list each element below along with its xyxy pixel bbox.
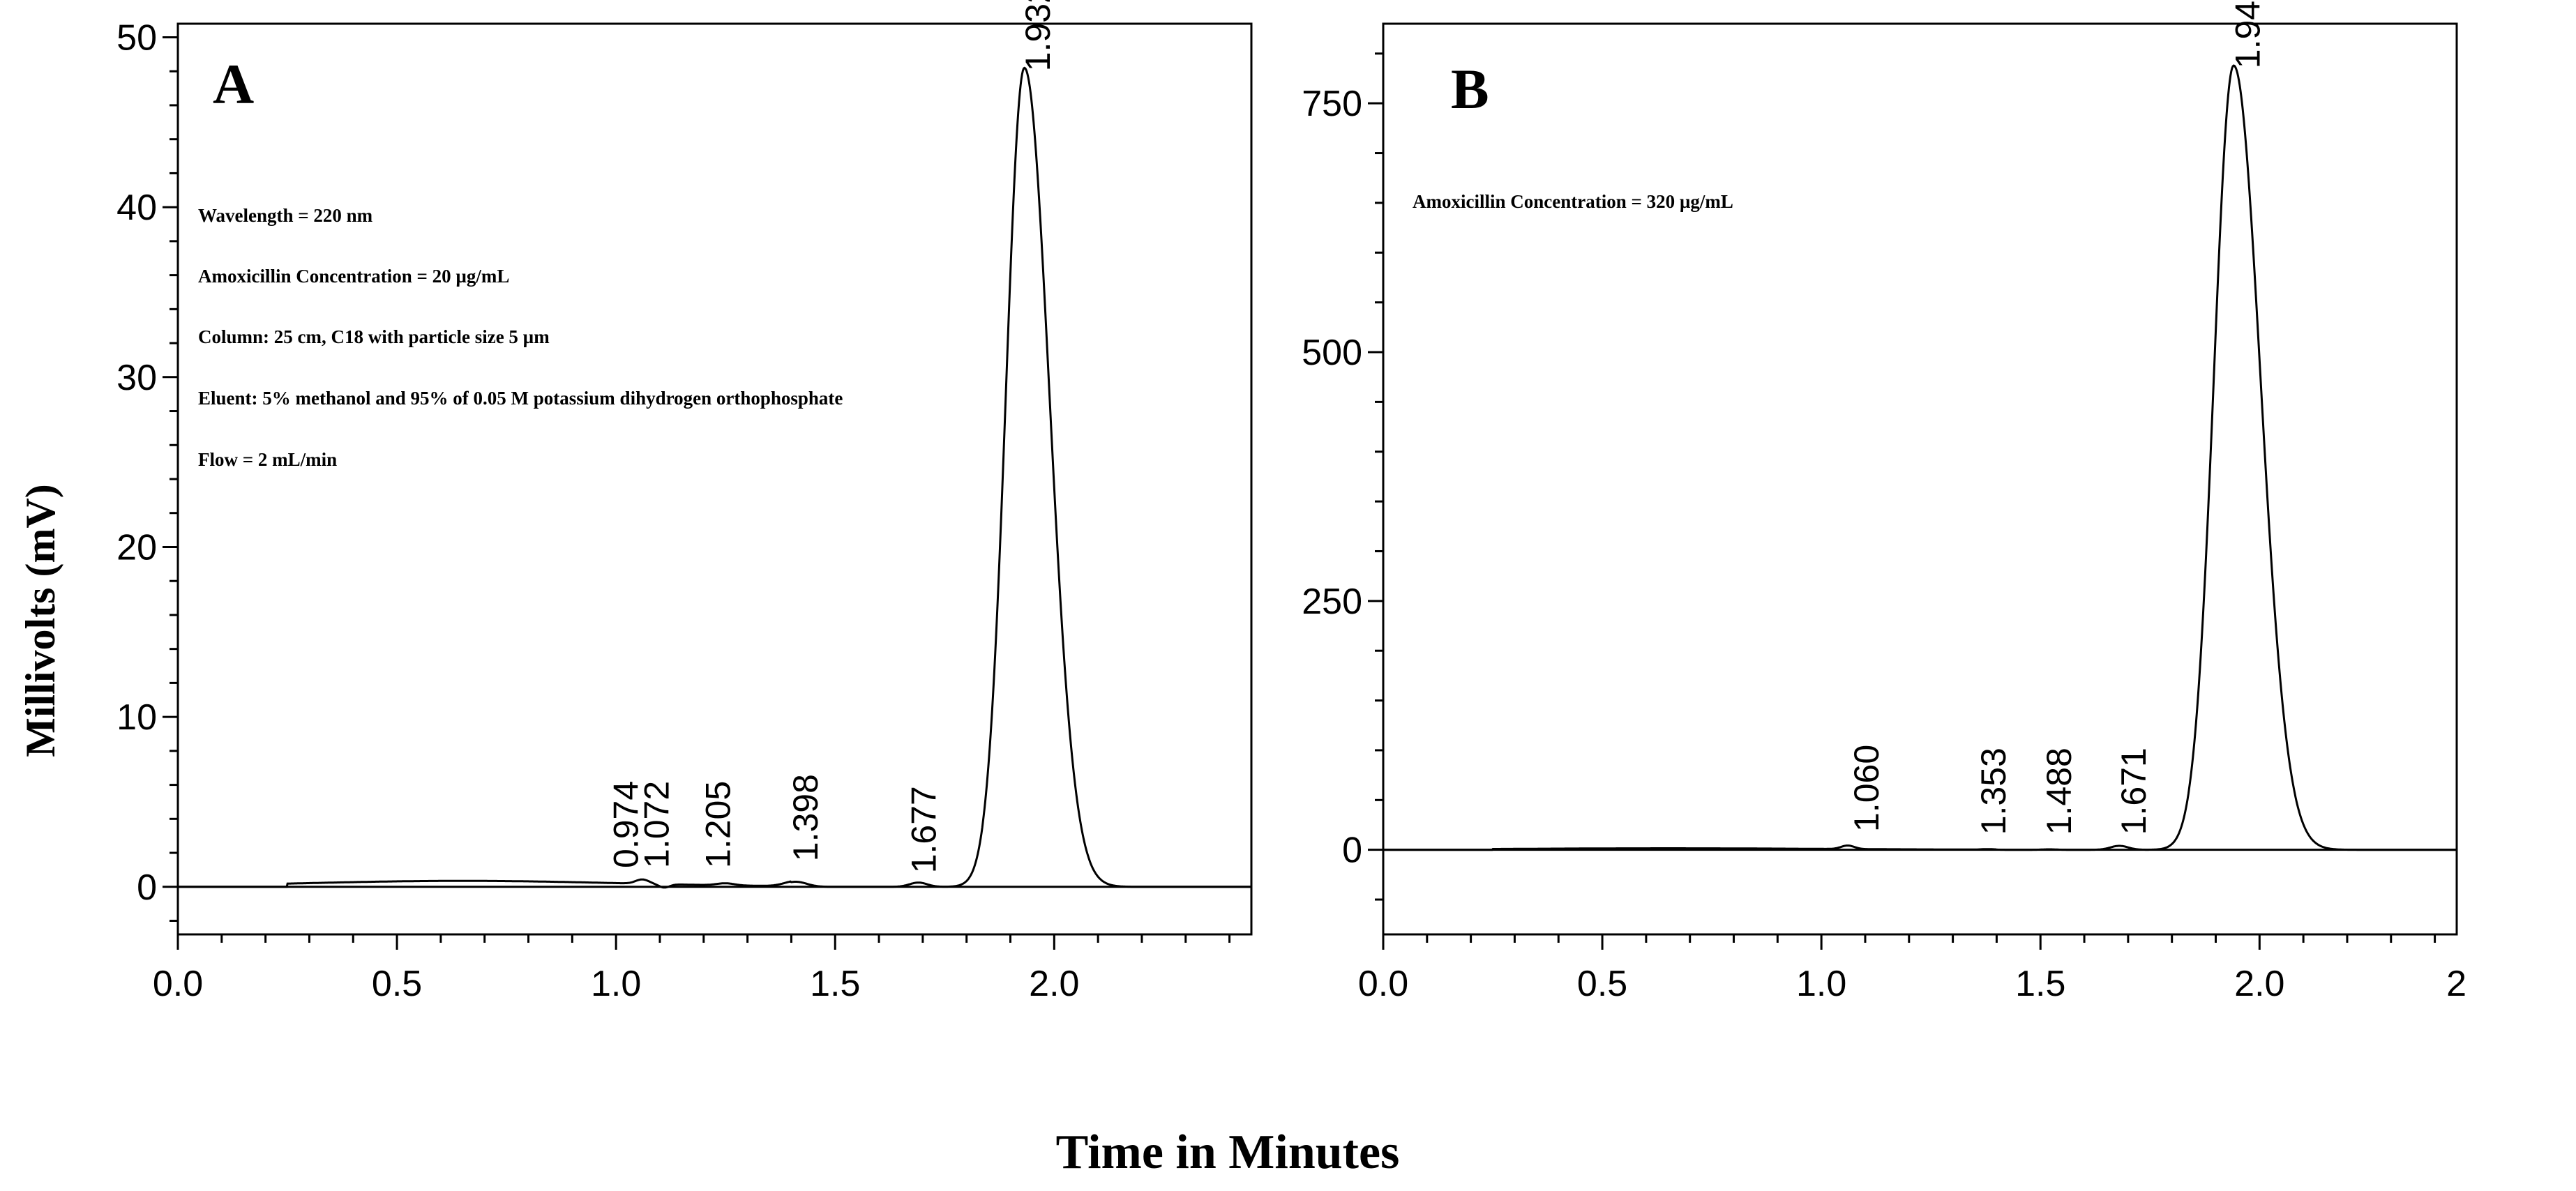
panel-b-chart: 0.0 0.5 1.0 1.5 2.0 2 0 250 500 750 1.060 1.353 1.4… [1302, 0, 2466, 1004]
panel-b-plot-frame [1382, 22, 2458, 936]
x-tick-label: 2 [2446, 964, 2466, 1004]
y-tick-label: 0 [1342, 830, 1362, 871]
y-tick-label: 30 [116, 358, 157, 398]
panel-b-annotations: Amoxicillin Concentration = 320 µg/mL [1413, 191, 1733, 212]
x-tick-label: 0.0 [1358, 964, 1408, 1004]
peak-retention-label: 1.353 [1974, 748, 2013, 835]
x-tick-label: 0.5 [1577, 964, 1627, 1004]
peak-retention-label: 1.941 [2228, 0, 2267, 68]
y-tick-label: 50 [116, 17, 157, 58]
panel-a-chromatogram-trace [178, 66, 1251, 889]
x-tick-label: 0.0 [153, 964, 203, 1004]
x-tick-label: 0.5 [372, 964, 422, 1004]
peak-retention-label: 1.072 [638, 781, 677, 868]
panel-b-letter: B [1451, 57, 1489, 121]
annotation-flow: Flow = 2 mL/min [198, 449, 337, 470]
panel-b-chromatogram-trace [1383, 64, 2457, 851]
x-tick-label: 2.0 [1029, 964, 1079, 1004]
annotation-eluent: Eluent: 5% methanol and 95% of 0.05 M po… [198, 388, 843, 409]
peak-retention-label: 1.205 [699, 781, 738, 868]
panel-b-ticks: 0.0 0.5 1.0 1.5 2.0 2 0 250 500 750 [1302, 52, 2466, 1004]
x-axis-title: Time in Minutes [1056, 1125, 1400, 1179]
peak-retention-label: 1.677 [905, 786, 944, 873]
x-tick-label: 1.5 [2015, 964, 2065, 1004]
panel-b-peak-labels: 1.060 1.353 1.488 1.671 1.941 [1847, 0, 2268, 835]
y-tick-label: 250 [1302, 582, 1362, 622]
x-tick-label: 1.5 [810, 964, 860, 1004]
panel-a-annotations: Wavelength = 220 nm Amoxicillin Concentr… [198, 205, 843, 470]
panel-a-ticks: 0.0 0.5 1.0 1.5 2.0 0 10 20 30 40 50 [116, 17, 1231, 1004]
y-tick-label: 500 [1302, 333, 1362, 373]
annotation-concentration: Amoxicillin Concentration = 20 µg/mL [198, 266, 509, 287]
y-tick-label: 20 [116, 527, 157, 568]
panel-a-letter: A [213, 52, 254, 116]
y-axis-title: Millivolts (mV) [17, 484, 63, 757]
peak-retention-label: 1.932 [1018, 0, 1057, 71]
x-tick-label: 1.0 [1796, 964, 1846, 1004]
peak-retention-label: 1.060 [1847, 745, 1886, 832]
peak-retention-label: 0.974 [607, 781, 646, 868]
y-tick-label: 750 [1302, 84, 1362, 124]
peak-retention-label: 1.398 [786, 774, 825, 861]
peak-retention-label: 1.671 [2114, 748, 2153, 835]
y-tick-label: 40 [116, 188, 157, 228]
annotation-wavelength: Wavelength = 220 nm [198, 205, 373, 226]
y-tick-label: 10 [116, 697, 157, 738]
annotation-column: Column: 25 cm, C18 with particle size 5 … [198, 326, 550, 347]
peak-retention-label: 1.488 [2040, 748, 2079, 835]
y-tick-label: 0 [137, 867, 157, 908]
x-tick-label: 1.0 [591, 964, 641, 1004]
x-tick-label: 2.0 [2234, 964, 2284, 1004]
annotation-concentration-b: Amoxicillin Concentration = 320 µg/mL [1413, 191, 1733, 212]
